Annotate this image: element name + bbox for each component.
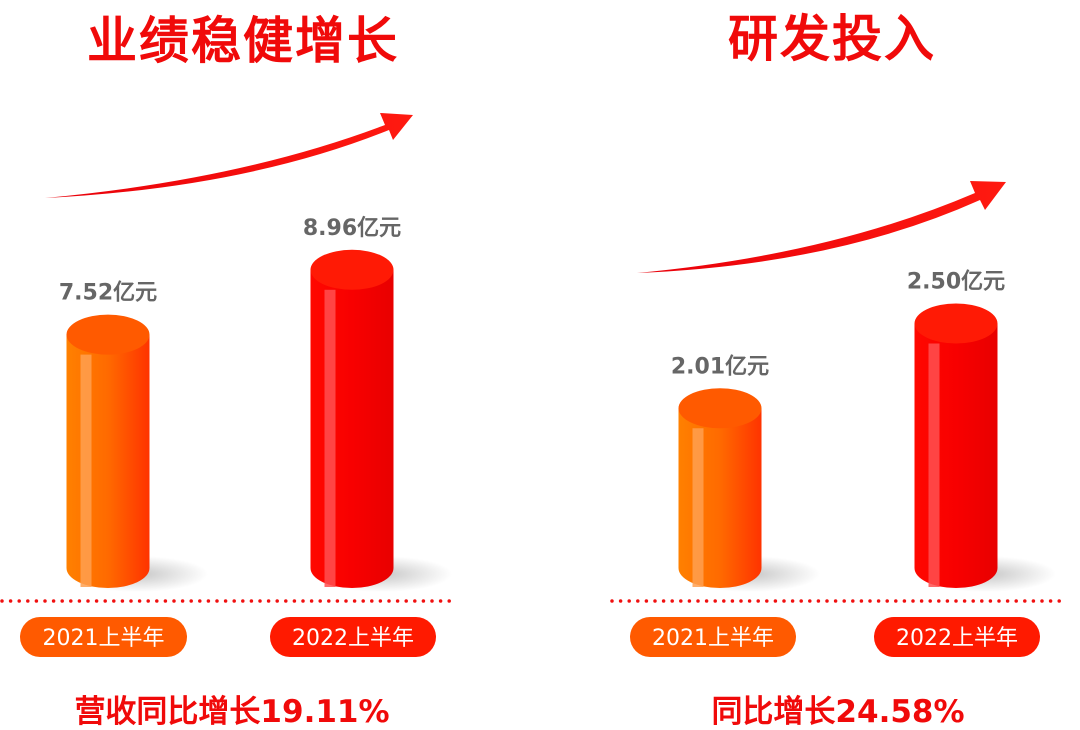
bar-cylinder: [310, 249, 452, 592]
chart-rd-investment: 研发投入 2.01亿元 2.50亿元 2021上半年 2022上半年 同比增长24.…: [610, 10, 1068, 730]
value-label: 2.01亿元: [671, 354, 769, 379]
bar-top: [678, 388, 762, 429]
bar-body: [66, 334, 150, 568]
bar-body: [914, 323, 998, 568]
chart-title: 研发投入: [728, 10, 936, 68]
category-pill: 2021上半年: [630, 617, 796, 657]
category-label: 2021上半年: [652, 626, 774, 651]
category-pill: 2022上半年: [270, 617, 436, 657]
pill-background: [874, 617, 1040, 657]
chart-title: 业绩稳健增长: [87, 12, 399, 70]
bar-bottom: [310, 548, 394, 588]
chart-revenue: 业绩稳健增长 7.52亿元 8.96亿元 2021上半年 2022上半年 营收同比增…: [0, 12, 454, 730]
bar-highlight: [324, 289, 336, 587]
category-pill: 2022上半年: [874, 617, 1040, 657]
bar-highlight: [80, 354, 92, 587]
category-label: 2022上半年: [292, 626, 414, 651]
bar-body: [310, 269, 394, 568]
value-label: 7.52亿元: [59, 281, 157, 306]
bar-cylinder: [678, 388, 820, 592]
bar-bottom: [678, 548, 762, 588]
pill-background: [20, 617, 187, 657]
trend-arrow-icon: [45, 113, 413, 198]
value-label: 8.96亿元: [303, 216, 401, 241]
bar-highlight: [928, 343, 940, 587]
bar-cylinder: [66, 314, 208, 592]
category-pill: 2021上半年: [20, 617, 187, 657]
bar-top: [914, 303, 998, 344]
bar-highlight: [692, 428, 704, 587]
bar-body: [678, 408, 762, 568]
bar-top: [66, 314, 150, 355]
trend-arrow-icon: [637, 181, 1006, 273]
growth-text: 营收同比增长19.11%: [74, 694, 389, 730]
category-label: 2022上半年: [896, 626, 1018, 651]
pill-background: [270, 617, 436, 657]
category-label: 2021上半年: [43, 626, 165, 651]
bar-bottom: [914, 548, 998, 588]
bar-cylinder: [914, 303, 1056, 592]
value-label: 2.50亿元: [907, 270, 1005, 295]
pill-background: [630, 617, 796, 657]
bar-top: [310, 249, 394, 290]
growth-text: 同比增长24.58%: [711, 694, 964, 730]
bar-bottom: [66, 548, 150, 588]
